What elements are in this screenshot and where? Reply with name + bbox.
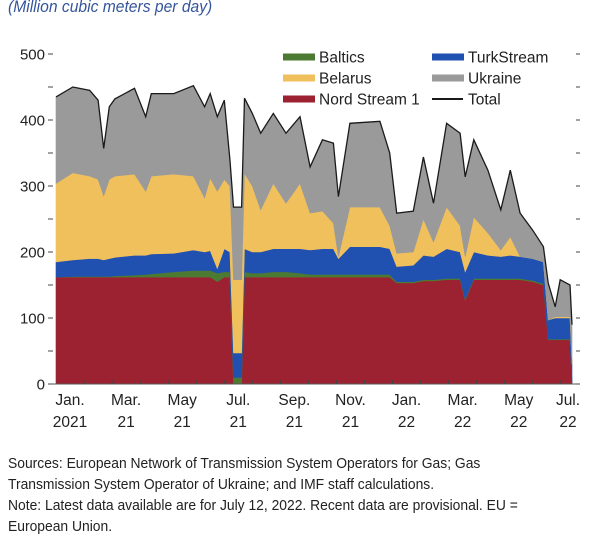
legend-label: Total [468, 92, 501, 109]
x-tick-label-year: 22 [454, 414, 471, 431]
stacked-area-chart: 0 100 200 300 400 500 Jan. 2021 Mar. 21 May 21 Jul. 2… [20, 47, 580, 432]
x-tick-label: Jan. [392, 392, 421, 409]
y-tick-label: 0 [37, 377, 45, 394]
x-tick-label: May [504, 392, 534, 409]
y-tick-label: 200 [20, 245, 45, 262]
series-areas [55, 85, 573, 385]
legend: Baltics TurkStream Belarus Ukraine Nord Stre… [283, 50, 548, 109]
x-tick-label: Mar. [448, 392, 478, 409]
x-tick-label: Jul. [226, 392, 250, 409]
legend-swatch-turkstream [432, 53, 464, 61]
legend-label: TurkStream [468, 50, 548, 67]
x-tick-label-year: 21 [117, 414, 134, 431]
legend-label: Nord Stream 1 [319, 92, 420, 109]
note-line: Note: Latest data available are for July… [8, 498, 518, 514]
legend-swatch-nord-stream-1 [283, 95, 315, 103]
note-line: European Union. [8, 519, 113, 535]
x-tick-label: Jan. [55, 392, 84, 409]
legend-swatch-belarus [283, 74, 315, 82]
x-tick-label-year: 22 [559, 414, 576, 431]
axes: 0 100 200 300 400 500 Jan. 2021 Mar. 21 May 21 Jul. 2… [20, 47, 580, 432]
y-tick-label: 300 [20, 179, 45, 196]
legend-label: Ukraine [468, 71, 521, 88]
y-tick-label: 100 [20, 311, 45, 328]
x-tick-label-year: 21 [342, 414, 359, 431]
x-tick-label-year: 22 [398, 414, 415, 431]
x-tick-label-year: 21 [174, 414, 191, 431]
total-line [55, 84, 573, 325]
x-tick-label: Mar. [111, 392, 141, 409]
legend-swatch-baltics [283, 53, 315, 61]
note-line: Sources: European Network of Transmissio… [8, 456, 481, 472]
area-nord-stream-1 [55, 276, 573, 385]
y-tick-label: 400 [20, 113, 45, 130]
x-tick-label-year: 21 [230, 414, 247, 431]
y-tick-label: 500 [20, 47, 45, 64]
source-notes: Sources: European Network of Transmissio… [8, 454, 598, 538]
total-line-group [55, 84, 573, 325]
x-tick-label: May [168, 392, 198, 409]
chart-subtitle: (Million cubic meters per day) [8, 0, 213, 16]
x-tick-label-year: 21 [286, 414, 303, 431]
x-tick-label-year: 22 [510, 414, 527, 431]
legend-label: Baltics [319, 50, 365, 67]
x-tick-label: Sep. [278, 392, 310, 409]
legend-label: Belarus [319, 71, 372, 88]
x-tick-label: Nov. [335, 392, 366, 409]
legend-swatch-ukraine [432, 74, 464, 82]
x-tick-label-year: 2021 [53, 414, 87, 431]
note-line: Transmission System Operator of Ukraine;… [8, 477, 435, 493]
x-tick-label: Jul. [556, 392, 580, 409]
